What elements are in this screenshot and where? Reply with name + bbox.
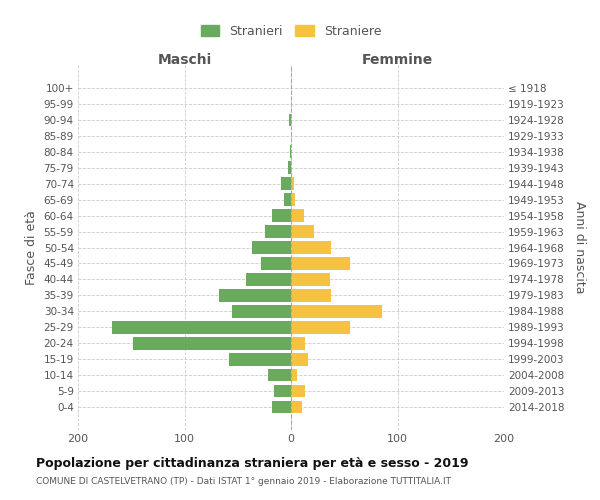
Bar <box>291 321 350 334</box>
Bar <box>291 289 331 302</box>
Bar <box>232 305 291 318</box>
Bar <box>112 321 291 334</box>
Bar <box>291 337 305 349</box>
Bar <box>291 178 294 190</box>
Bar <box>272 210 291 222</box>
Bar <box>133 337 291 349</box>
Bar <box>291 194 295 206</box>
Bar <box>229 353 291 366</box>
Text: Femmine: Femmine <box>362 53 433 67</box>
Bar <box>251 242 291 254</box>
Bar <box>291 210 304 222</box>
Bar <box>291 305 382 318</box>
Bar <box>291 369 298 382</box>
Bar <box>291 226 314 238</box>
Bar <box>289 114 291 126</box>
Bar <box>291 242 331 254</box>
Bar <box>291 385 305 398</box>
Bar <box>281 178 291 190</box>
Bar <box>291 257 350 270</box>
Text: COMUNE DI CASTELVETRANO (TP) - Dati ISTAT 1° gennaio 2019 - Elaborazione TUTTITA: COMUNE DI CASTELVETRANO (TP) - Dati ISTA… <box>36 478 451 486</box>
Y-axis label: Fasce di età: Fasce di età <box>25 210 38 285</box>
Bar <box>274 385 291 398</box>
Legend: Stranieri, Straniere: Stranieri, Straniere <box>196 20 386 43</box>
Bar <box>261 257 291 270</box>
Bar <box>284 194 291 206</box>
Bar <box>272 401 291 413</box>
Bar <box>218 289 291 302</box>
Bar <box>291 273 331 285</box>
Bar <box>268 369 291 382</box>
Bar <box>290 146 291 158</box>
Text: Maschi: Maschi <box>157 53 212 67</box>
Bar <box>291 401 302 413</box>
Bar <box>246 273 291 285</box>
Text: Popolazione per cittadinanza straniera per età e sesso - 2019: Popolazione per cittadinanza straniera p… <box>36 458 469 470</box>
Bar <box>291 353 308 366</box>
Bar <box>288 162 291 174</box>
Y-axis label: Anni di nascita: Anni di nascita <box>573 201 586 294</box>
Bar <box>265 226 291 238</box>
